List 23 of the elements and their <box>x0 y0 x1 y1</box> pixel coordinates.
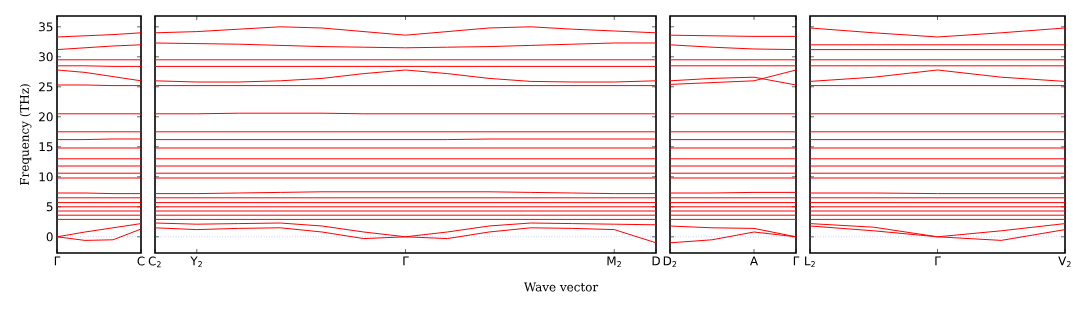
x-tick-label: C$_{2}$ <box>148 256 161 268</box>
x-tick-label: L$_{2}$ <box>805 256 815 268</box>
y-tick-label: 5 <box>46 202 53 212</box>
y-tick-label: 0 <box>46 232 53 242</box>
y-axis-title: Frequency (THz) <box>19 84 32 186</box>
x-axis-title: Wave vector <box>523 282 599 292</box>
x-tick-label: Γ <box>793 256 800 266</box>
y-tick-label: 25 <box>39 82 53 92</box>
x-tick-label: D <box>652 256 660 266</box>
x-tick-label: C <box>137 256 145 266</box>
y-tick-label: 30 <box>39 52 53 62</box>
x-tick-label: M$_{2}$ <box>607 256 621 268</box>
y-tick-label: 35 <box>39 22 53 32</box>
y-tick-label: 20 <box>39 112 53 122</box>
x-tick-label: Γ <box>935 256 941 266</box>
x-tick-label: V$_{2}$ <box>1058 256 1071 268</box>
y-tick-label: 15 <box>39 142 53 152</box>
x-tick-label: A <box>750 256 758 266</box>
x-tick-label: Γ <box>54 256 61 266</box>
x-tick-label: D$_{2}$ <box>663 256 677 268</box>
x-tick-label: Y$_{2}$ <box>190 256 202 268</box>
x-tick-label: Γ <box>403 256 409 266</box>
y-tick-label: 10 <box>39 172 53 182</box>
